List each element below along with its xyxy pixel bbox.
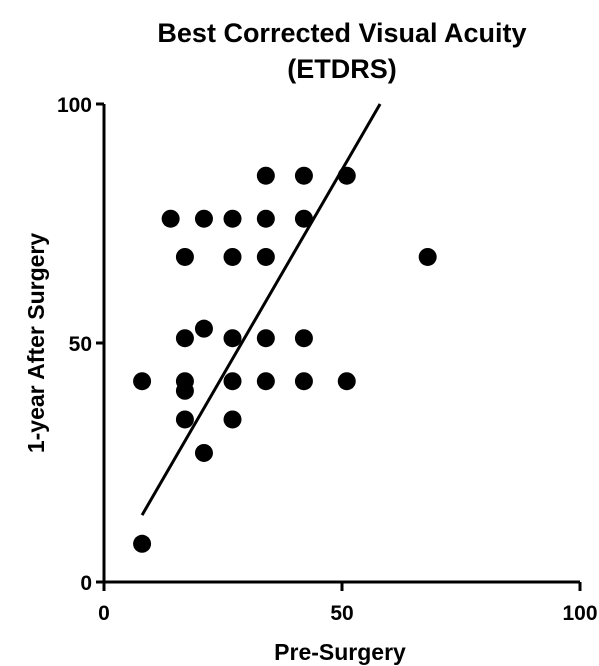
data-point [194,443,213,462]
fit-line-group [140,103,382,516]
data-point [337,372,356,391]
x-tick-label: 100 [562,602,597,625]
data-point [223,209,242,228]
y-axis-label: 1-year After Surgery [23,233,49,454]
x-axis-label: Pre-Surgery [274,639,406,665]
data-point [175,329,194,348]
data-point [294,166,313,185]
x-tick-label: 50 [330,602,353,625]
data-point [256,372,275,391]
data-point [133,372,152,391]
data-points [133,166,437,553]
regression-line [140,103,382,516]
data-point [194,209,213,228]
data-point [175,410,194,429]
ticks: 0 50 100 0 50 100 [57,94,598,625]
data-point [256,166,275,185]
data-point [294,209,313,228]
data-point [223,410,242,429]
data-point [256,209,275,228]
data-point [161,209,180,228]
data-point [223,247,242,266]
x-tick-label: 0 [98,602,110,625]
data-point [223,329,242,348]
y-tick-label: 50 [69,333,92,356]
data-point [175,381,194,400]
data-point [418,247,437,266]
y-tick-label: 0 [80,572,92,595]
data-point [256,329,275,348]
data-point [223,372,242,391]
data-point [294,329,313,348]
data-point [337,166,356,185]
chart-title: Best Corrected Visual Acuity [157,18,526,48]
data-point [256,247,275,266]
data-point [294,372,313,391]
data-point [194,319,213,338]
data-point [133,534,152,553]
data-point [175,247,194,266]
y-tick-label: 100 [57,94,92,117]
chart-subtitle: (ETDRS) [287,54,397,84]
